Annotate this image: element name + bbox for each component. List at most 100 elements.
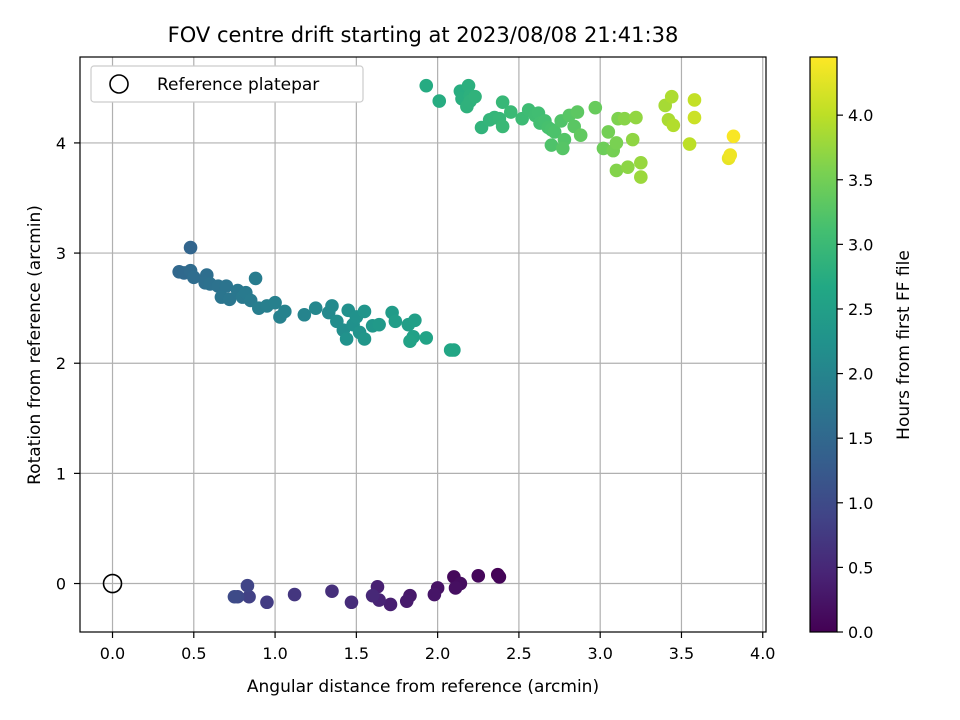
colorbar-tick-label: 2.5 xyxy=(848,300,873,319)
data-point xyxy=(573,128,588,143)
colorbar-tick-label: 3.0 xyxy=(848,235,873,254)
colorbar-gradient xyxy=(809,56,838,633)
data-point xyxy=(419,331,434,345)
data-point xyxy=(427,587,442,602)
data-point xyxy=(617,111,632,126)
data-point xyxy=(601,125,616,139)
x-tick-label: 3.5 xyxy=(669,644,694,663)
data-point xyxy=(687,93,702,107)
x-tick-label: 1.0 xyxy=(262,644,287,663)
data-point xyxy=(687,110,702,125)
y-tick-label: 2 xyxy=(56,354,66,373)
chart-title: FOV centre drift starting at 2023/08/08 … xyxy=(168,23,679,47)
data-point xyxy=(468,89,482,104)
data-point xyxy=(609,163,624,178)
x-tick-label: 3.0 xyxy=(587,644,612,663)
data-point xyxy=(588,100,603,115)
y-tick-label: 0 xyxy=(56,575,66,594)
data-point xyxy=(357,304,372,319)
colorbar: 0.0 0.5 1.0 1.5 2.0 2.5 3.0 3.5 4.0 Hours from f… xyxy=(809,56,914,642)
data-point xyxy=(570,105,585,119)
data-point xyxy=(325,584,339,599)
data-point xyxy=(365,588,380,603)
colorbar-tick-label: 1.5 xyxy=(848,429,873,448)
data-point xyxy=(242,589,256,604)
data-point xyxy=(544,138,559,152)
colorbar-tick-label: 4.0 xyxy=(848,106,873,125)
data-point xyxy=(419,78,434,93)
data-point xyxy=(240,578,255,593)
data-point xyxy=(621,160,635,174)
data-point xyxy=(625,132,640,147)
legend-entry-reference-platepar: Reference platepar xyxy=(157,75,319,95)
colorbar-tick-label: 0.0 xyxy=(848,623,873,642)
colorbar-tick-label: 3.5 xyxy=(848,171,873,190)
legend: Reference platepar xyxy=(90,65,364,103)
data-point xyxy=(408,313,422,328)
data-point xyxy=(260,595,274,610)
x-axis-label: Angular distance from reference (arcmin) xyxy=(247,677,599,697)
data-point xyxy=(339,332,354,346)
data-point xyxy=(403,334,417,348)
reference-platepar-marker xyxy=(102,573,123,594)
colorbar-tick-label: 1.0 xyxy=(848,494,873,513)
data-point xyxy=(547,125,562,139)
data-point xyxy=(634,170,648,184)
data-point xyxy=(325,299,339,313)
data-point xyxy=(388,314,403,329)
y-tick-label: 3 xyxy=(56,244,66,263)
data-point xyxy=(186,270,201,285)
data-point xyxy=(268,295,282,310)
data-point xyxy=(227,589,242,604)
data-point xyxy=(503,105,518,119)
x-tick-label: 2.0 xyxy=(425,644,450,663)
data-point xyxy=(183,240,198,255)
x-tick-label: 0.5 xyxy=(181,644,206,663)
legend-reference-marker xyxy=(109,74,129,94)
x-tick-label: 4.0 xyxy=(750,644,775,663)
x-tick-label: 0.0 xyxy=(100,644,125,663)
data-point xyxy=(443,343,458,357)
data-point xyxy=(297,307,312,322)
data-point xyxy=(372,317,386,332)
data-point xyxy=(278,304,292,319)
data-point xyxy=(723,148,738,162)
colorbar-tick-label: 2.0 xyxy=(848,365,873,384)
grid-lines xyxy=(80,57,766,632)
data-point xyxy=(666,118,681,133)
data-point xyxy=(634,155,648,170)
data-point xyxy=(682,137,697,151)
colorbar-label: Hours from first FF file xyxy=(894,250,914,440)
data-point xyxy=(357,332,372,346)
x-tick-label: 1.5 xyxy=(344,644,369,663)
data-point xyxy=(219,279,234,293)
data-point xyxy=(399,594,414,608)
legend-box xyxy=(90,65,364,103)
plot-frame xyxy=(79,56,767,633)
data-point xyxy=(287,587,302,602)
x-axis-ticks: 0.0 0.5 1.0 1.5 2.0 2.5 3.0 3.5 4.0 xyxy=(100,632,775,663)
x-tick-label: 2.5 xyxy=(506,644,531,663)
data-point xyxy=(664,89,679,104)
data-point xyxy=(222,292,237,307)
data-point xyxy=(492,570,507,584)
y-axis-ticks: 0 1 2 3 4 xyxy=(56,134,80,594)
data-points xyxy=(172,78,741,612)
data-point xyxy=(344,595,359,610)
data-point xyxy=(448,581,463,595)
data-point xyxy=(629,110,643,125)
data-point xyxy=(495,95,510,109)
data-point xyxy=(471,569,486,583)
data-point xyxy=(726,129,741,144)
colorbar-ticks: 0.0 0.5 1.0 1.5 2.0 2.5 3.0 3.5 4.0 xyxy=(837,106,873,642)
data-point xyxy=(609,136,624,150)
colorbar-tick-label: 0.5 xyxy=(848,558,873,577)
data-point xyxy=(556,141,570,156)
y-tick-label: 4 xyxy=(56,134,66,153)
y-axis-label: Rotation from reference (arcmin) xyxy=(25,205,45,485)
y-tick-label: 1 xyxy=(56,464,66,483)
data-point xyxy=(308,301,323,315)
data-point xyxy=(248,271,263,286)
data-point xyxy=(383,597,398,612)
